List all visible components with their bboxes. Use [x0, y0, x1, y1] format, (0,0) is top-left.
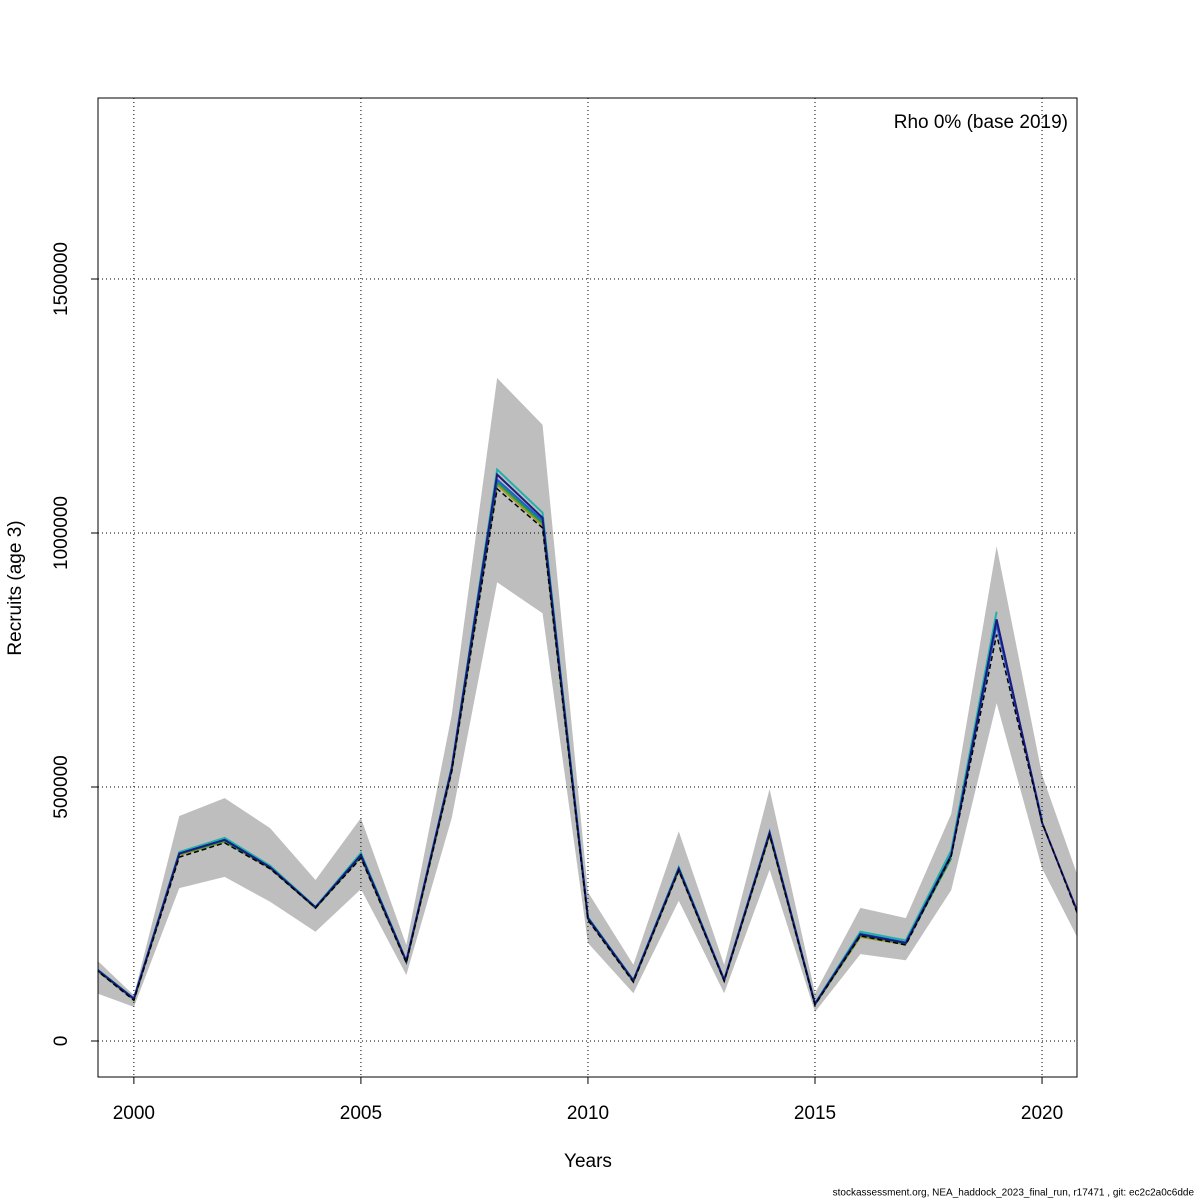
x-tick-label: 2010 — [567, 1103, 609, 1124]
y-axis-label: Recruits (age 3) — [5, 520, 26, 655]
annotation: Rho 0% (base 2019) — [894, 112, 1068, 133]
x-tick-label: 2005 — [340, 1103, 382, 1124]
series-line — [98, 487, 1077, 1007]
confidence-band — [98, 378, 1077, 1013]
x-tick-label: 2020 — [1021, 1103, 1063, 1124]
y-tick-label: 500000 — [51, 755, 72, 818]
y-tick-label: 1500000 — [51, 242, 72, 316]
x-tick-label: 2000 — [113, 1103, 155, 1124]
footer: stockassessment.org, NEA_haddock_2023_fi… — [833, 1188, 1195, 1199]
x-axis-label: Years — [564, 1151, 612, 1172]
x-tick-label: 2015 — [794, 1103, 836, 1124]
y-tick-label: 0 — [51, 1036, 72, 1047]
plot-area — [98, 378, 1077, 1013]
y-tick-label: 1000000 — [51, 496, 72, 570]
